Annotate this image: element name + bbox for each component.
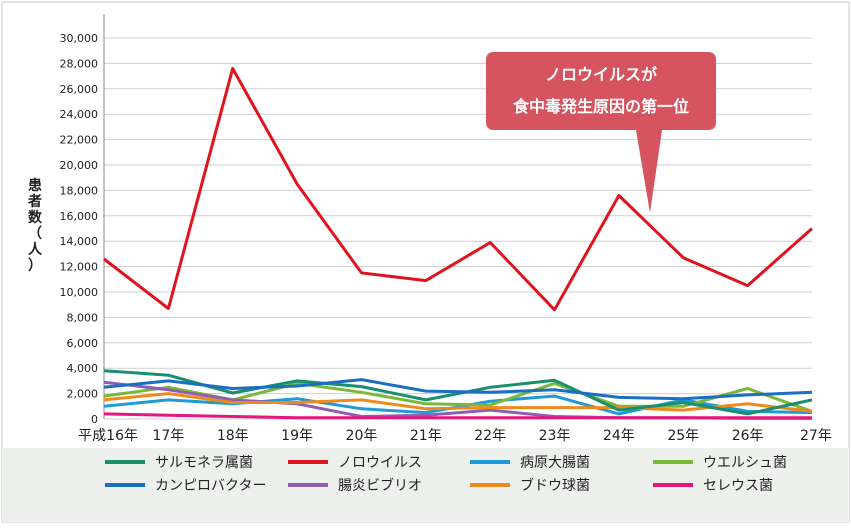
x-tick-label: 21年 bbox=[410, 428, 442, 444]
series-line-1 bbox=[103, 67, 813, 312]
y-tick-label: 20,000 bbox=[60, 159, 99, 172]
legend-label: ウエルシュ菌 bbox=[703, 455, 787, 471]
y-axis-label-char: （ bbox=[28, 226, 42, 242]
legend-label: ノロウイルス bbox=[338, 455, 422, 471]
y-tick-label: 28,000 bbox=[60, 57, 99, 70]
y-tick-label: 6,000 bbox=[67, 337, 99, 350]
series-line-6 bbox=[103, 392, 813, 413]
y-axis-label: 患者数（人） bbox=[26, 178, 44, 274]
x-tick-label: 27年 bbox=[800, 428, 832, 444]
legend-label: ブドウ球菌 bbox=[520, 477, 590, 494]
series-lines bbox=[103, 67, 813, 420]
y-tick-label: 0 bbox=[91, 413, 98, 426]
callout-bubble bbox=[486, 52, 716, 213]
callout-line-1: ノロウイルスが bbox=[545, 65, 657, 84]
callout-line-2: 食中毒発生原因の第一位 bbox=[512, 97, 689, 116]
y-tick-label: 30,000 bbox=[60, 32, 99, 45]
y-axis-label-char: 数 bbox=[28, 210, 42, 226]
y-tick-label: 2,000 bbox=[67, 388, 99, 401]
y-tick-label: 26,000 bbox=[60, 83, 99, 96]
y-tick-label: 24,000 bbox=[60, 108, 99, 121]
x-tick-label: 20年 bbox=[346, 428, 378, 444]
y-axis-label-char: 患 bbox=[28, 178, 42, 194]
y-tick-label: 14,000 bbox=[60, 235, 99, 248]
legend-label: 病原大腸菌 bbox=[520, 455, 590, 471]
legend-label: サルモネラ属菌 bbox=[155, 455, 253, 471]
series-line-0 bbox=[103, 369, 813, 416]
y-tick-label: 12,000 bbox=[60, 261, 99, 274]
x-tick-label: 24年 bbox=[603, 428, 635, 444]
y-tick-label: 18,000 bbox=[60, 184, 99, 197]
x-tick-label: 平成16年 bbox=[78, 428, 138, 444]
y-tick-label: 10,000 bbox=[60, 286, 99, 299]
legend-label: セレウス菌 bbox=[703, 478, 773, 494]
x-tick-label: 19年 bbox=[281, 428, 313, 444]
y-tick-label: 8,000 bbox=[67, 311, 99, 324]
legend-label: カンピロバクター bbox=[155, 478, 266, 494]
series-line-7 bbox=[103, 412, 812, 420]
y-tick-label: 16,000 bbox=[60, 210, 99, 223]
x-tick-label: 25年 bbox=[667, 428, 699, 444]
y-axis-ticks: 0 2,000 4,000 6,000 8,000 10,000 12,000 14,000 1… bbox=[60, 32, 99, 426]
y-tick-label: 22,000 bbox=[60, 134, 99, 147]
x-tick-label: 22年 bbox=[474, 428, 506, 444]
x-tick-label: 23年 bbox=[539, 428, 571, 444]
y-axis-label-char: ） bbox=[28, 258, 42, 274]
x-tick-label: 26年 bbox=[732, 428, 764, 444]
y-axis-label-char: 人 bbox=[28, 242, 42, 258]
legend-label: 腸炎ビブリオ bbox=[338, 477, 422, 494]
series-line-4 bbox=[103, 378, 813, 401]
x-axis-ticks: 平成16年 17年 18年 19年 20年 21年 22年 23年 24年 25年 26年 27年 bbox=[78, 428, 832, 444]
x-tick-label: 17年 bbox=[152, 428, 184, 444]
y-tick-label: 4,000 bbox=[67, 362, 99, 375]
annotation-callout: ノロウイルスが 食中毒発生原因の第一位 bbox=[486, 52, 716, 213]
y-axis-label-char: 者 bbox=[28, 194, 42, 210]
x-tick-label: 18年 bbox=[217, 428, 249, 444]
